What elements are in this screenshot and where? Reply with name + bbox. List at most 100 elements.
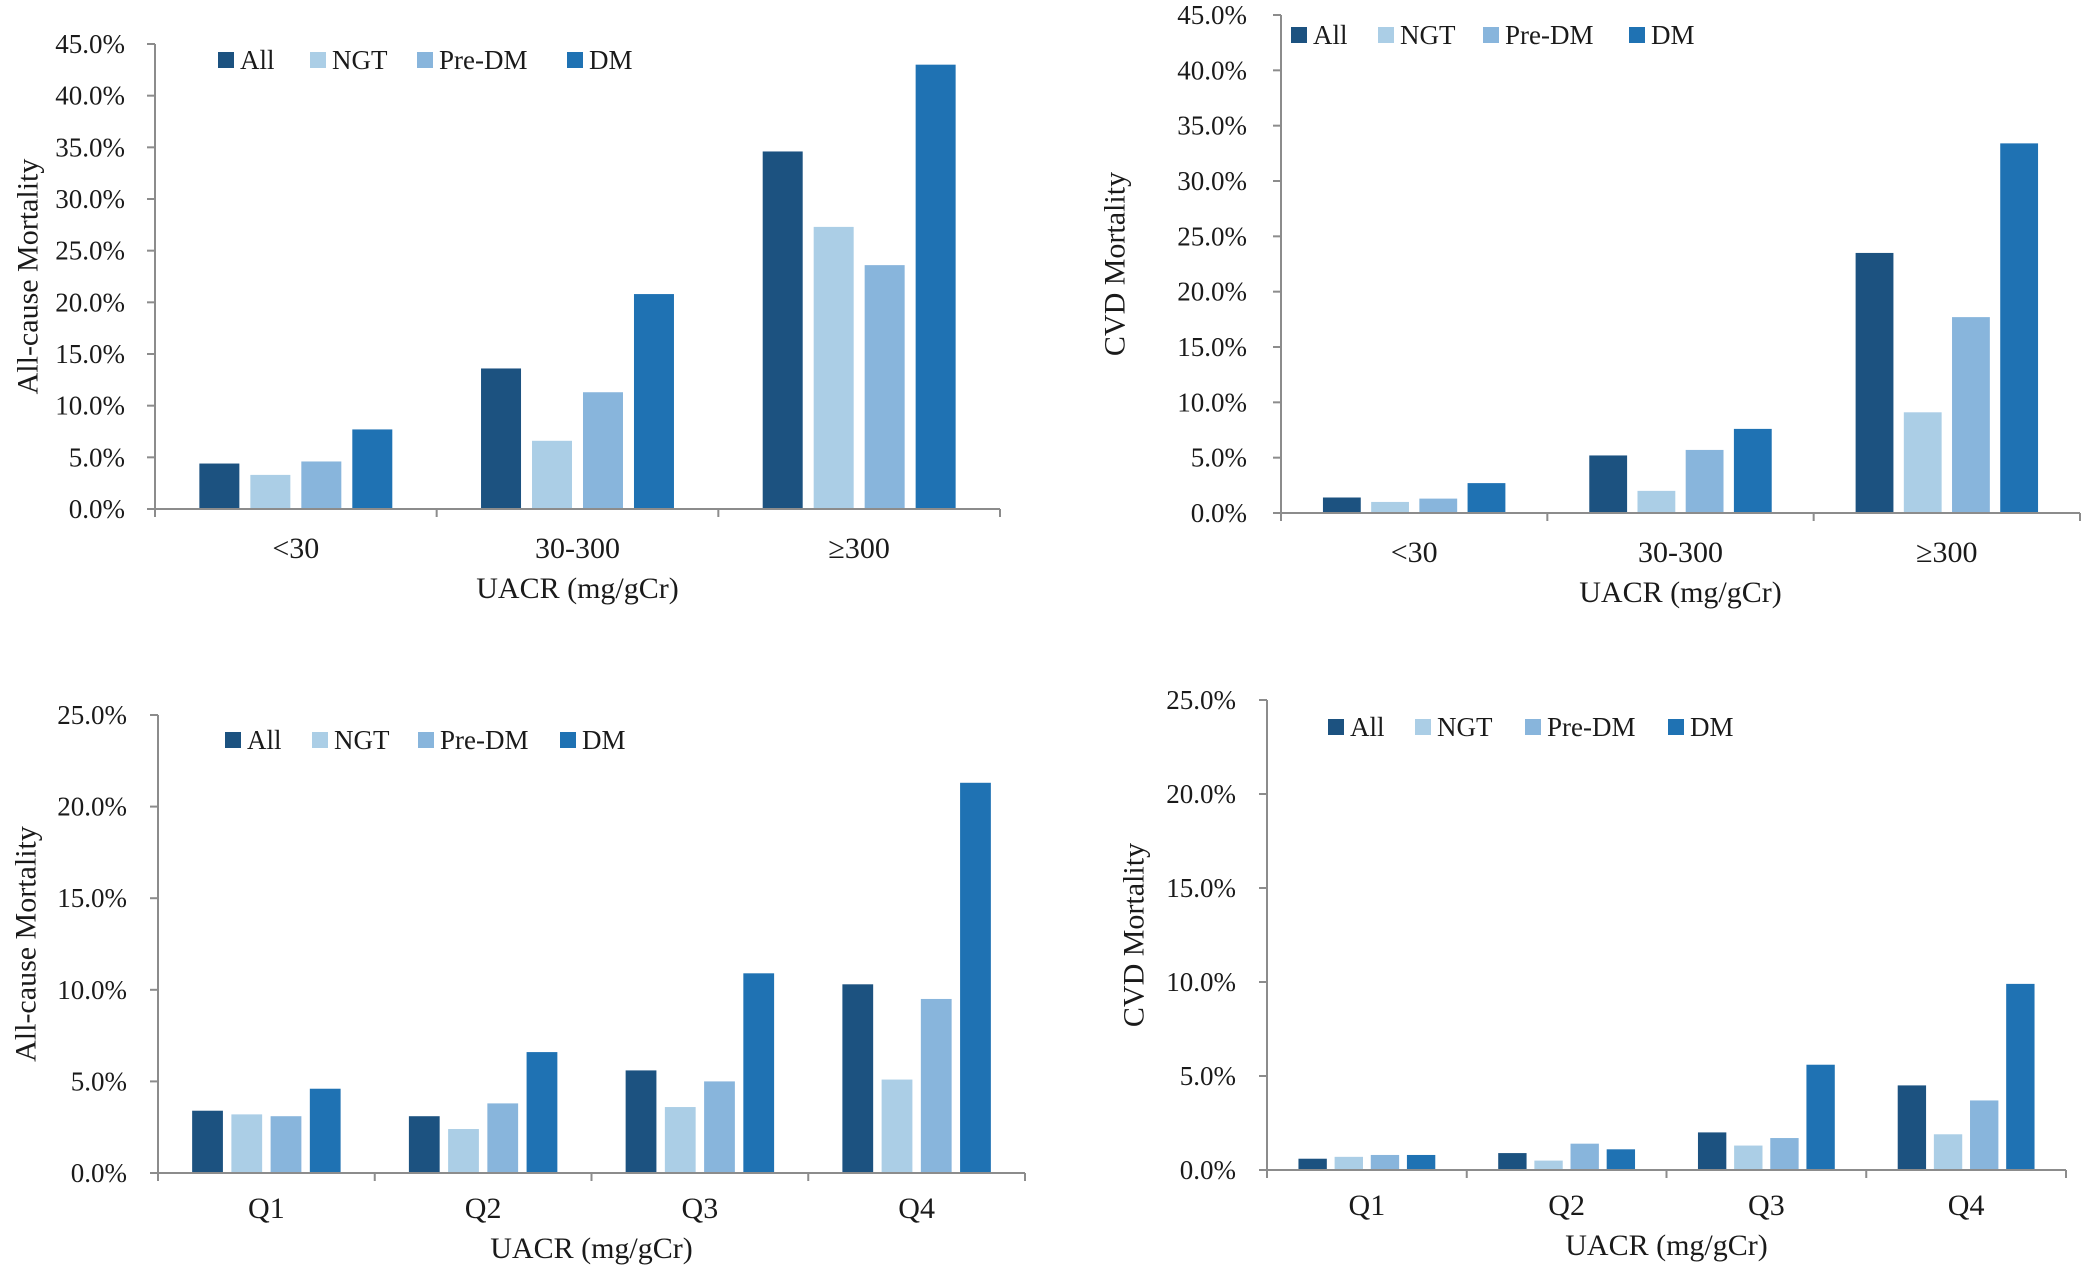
chart-panel-3: 0.0% 5.0% 10.0% 15.0% 20.0% 25.0% All-cause Mo… [10,700,1026,1265]
x-axis-label: UACR (mg/gCr) [1565,1229,1768,1262]
y-tick-label: 25.0% [1166,685,1236,715]
bar-pre-dm-2 [1685,449,1724,512]
bar-dm-1 [1406,1154,1436,1169]
legend-swatch-dm [567,52,583,68]
y-tick-label: 25.0% [57,700,127,730]
legend-swatch-dm [560,732,576,748]
bar-ngt-1 [250,474,291,508]
bar-all-3 [762,151,803,508]
bar-all-4 [1897,1085,1927,1169]
legend-swatch-ngt [1415,719,1431,735]
bar-ngt-2 [532,440,573,508]
legend-label-dm: DM [1690,712,1734,742]
x-tick-label: ≥300 [1916,536,1977,569]
bar-dm-3 [743,973,775,1172]
x-tick-label: ≥300 [828,532,889,565]
y-axis-label: CVD Mortality [1099,172,1132,356]
bar-ngt-2 [1637,490,1676,512]
y-tick-label: 20.0% [1177,277,1247,307]
legend-swatch-pre-dm [1483,27,1499,43]
bar-pre-dm-1 [301,461,342,508]
legend-label-all: All [1350,712,1385,742]
y-tick-label: 35.0% [55,132,125,162]
legend-label-dm: DM [589,45,633,75]
bar-dm-4 [2006,983,2035,1169]
bar-dm-1 [352,429,393,508]
bar-dm-2 [633,294,674,508]
x-axis-label: UACR (mg/gCr) [1579,576,1782,609]
x-tick-label: <30 [272,532,319,565]
bar-all-1 [199,463,240,508]
bar-dm-3 [915,64,956,509]
legend-swatch-all [1328,719,1344,735]
y-tick-label: 5.0% [71,1066,127,1096]
x-axis-label: UACR (mg/gCr) [476,572,679,605]
legend-swatch-ngt [1378,27,1394,43]
x-tick-label: Q3 [682,1192,719,1225]
y-tick-label: 20.0% [55,287,125,317]
y-tick-label: 30.0% [55,184,125,214]
legend-swatch-pre-dm [1525,719,1541,735]
x-tick-label: Q2 [1548,1189,1585,1222]
bar-ngt-3 [1903,412,1942,512]
bar-ngt-3 [813,226,854,508]
legend-swatch-pre-dm [417,52,433,68]
legend-label-ngt: NGT [1437,712,1493,742]
legend-swatch-all [1291,27,1307,43]
bar-all-2 [1589,455,1628,512]
y-tick-label: 10.0% [1166,967,1236,997]
legend-label-all: All [247,725,282,755]
y-tick-label: 40.0% [1177,55,1247,85]
bar-dm-1 [309,1088,341,1172]
y-tick-label: 40.0% [55,81,125,111]
y-axis-label: All-cause Mortality [12,159,45,395]
x-tick-label: Q3 [1748,1189,1785,1222]
legend-swatch-ngt [310,52,326,68]
legend-label-all: All [1313,20,1348,50]
legend-label-dm: DM [582,725,626,755]
bar-pre-dm-3 [864,265,905,508]
y-tick-label: 10.0% [1177,387,1247,417]
y-tick-label: 5.0% [69,442,125,472]
bar-all-1 [192,1110,223,1172]
x-tick-label: Q1 [248,1192,285,1225]
y-axis-label: CVD Mortality [1118,843,1151,1027]
bar-dm-3 [1806,1064,1835,1169]
bar-dm-1 [1467,483,1506,512]
bar-ngt-1 [1334,1156,1363,1169]
y-tick-label: 20.0% [57,792,127,822]
bar-ngt-4 [1933,1134,1963,1169]
bar-all-2 [481,368,522,508]
bar-pre-dm-2 [487,1103,519,1172]
bar-pre-dm-2 [1570,1143,1599,1169]
legend-label-ngt: NGT [1400,20,1456,50]
bar-pre-dm-2 [582,392,623,508]
bar-pre-dm-1 [1419,498,1458,512]
bar-pre-dm-3 [704,1081,735,1172]
x-tick-label: <30 [1391,536,1438,569]
x-tick-label: Q2 [465,1192,502,1225]
chart-panel-1: 0.0% 5.0% 10.0% 15.0% 20.0% 25.0% 30.0% 35.0% 40… [12,29,1001,605]
y-tick-label: 20.0% [1166,779,1236,809]
y-tick-label: 15.0% [1177,332,1247,362]
bar-all-4 [842,984,874,1172]
y-tick-label: 15.0% [57,883,127,913]
x-tick-label: Q4 [898,1192,935,1225]
y-tick-label: 5.0% [1180,1061,1236,1091]
legend-label-dm: DM [1651,20,1695,50]
y-tick-label: 10.0% [55,391,125,421]
legend-label-pre-dm: Pre-DM [1505,20,1594,50]
bar-dm-3 [2000,143,2039,512]
bar-dm-2 [1606,1149,1636,1169]
bar-ngt-1 [1371,501,1409,512]
x-tick-label: Q1 [1349,1189,1386,1222]
bar-ngt-2 [1534,1160,1563,1169]
bar-all-3 [1855,252,1894,512]
y-tick-label: 5.0% [1191,443,1247,473]
bar-all-3 [1697,1132,1727,1169]
bar-all-2 [408,1116,440,1172]
y-tick-label: 35.0% [1177,111,1247,141]
y-tick-label: 45.0% [1177,0,1247,30]
legend-swatch-all [225,732,241,748]
